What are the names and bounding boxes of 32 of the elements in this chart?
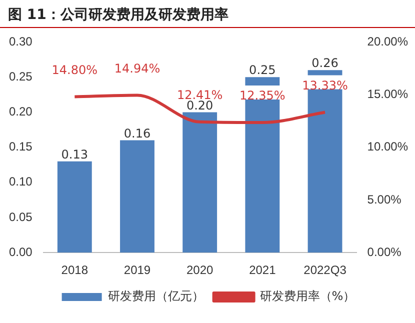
- data-label: 0.25: [249, 63, 276, 78]
- bar: [120, 140, 154, 253]
- y2-tick-label: 0.00%: [367, 244, 402, 259]
- bar: [57, 161, 92, 253]
- data-label: 0.20: [186, 98, 214, 112]
- x-tick-label: 2019: [124, 263, 151, 278]
- y-tick-label: 0.10: [8, 174, 33, 189]
- y-tick-label: 0.20: [8, 104, 33, 119]
- y-tick-label: 0.00: [8, 244, 33, 259]
- y2-tick-label: 20.00%: [367, 34, 408, 48]
- data-label: 14.94%: [114, 61, 160, 76]
- y2-tick-label: 15.00%: [367, 86, 408, 101]
- y2-tick-label: 5.00%: [367, 192, 402, 206]
- y-tick-label: 0.30: [8, 34, 33, 48]
- y-tick-label: 0.25: [8, 69, 33, 84]
- data-label: 0.26: [312, 56, 338, 70]
- data-label: 13.33%: [302, 78, 348, 92]
- data-label: 0.13: [61, 147, 88, 162]
- data-label: 14.80%: [52, 62, 98, 77]
- legend-label: 研发费用（亿元）: [108, 289, 204, 304]
- x-tick-label: 2021: [249, 263, 276, 278]
- chart-title: 图 11：公司研发费用及研发费用率: [0, 0, 415, 28]
- x-tick-label: 2018: [61, 263, 88, 278]
- y-tick-label: 0.15: [8, 140, 33, 154]
- data-label: 0.16: [124, 126, 151, 140]
- y2-tick-label: 10.00%: [367, 140, 408, 154]
- y-tick-label: 0.05: [8, 210, 33, 224]
- x-tick-label: 2022Q3: [304, 263, 347, 278]
- bar: [182, 112, 218, 253]
- legend-label: 研发费用率（%）: [260, 289, 356, 304]
- x-tick-label: 2020: [186, 263, 214, 278]
- data-label: 12.35%: [240, 88, 286, 103]
